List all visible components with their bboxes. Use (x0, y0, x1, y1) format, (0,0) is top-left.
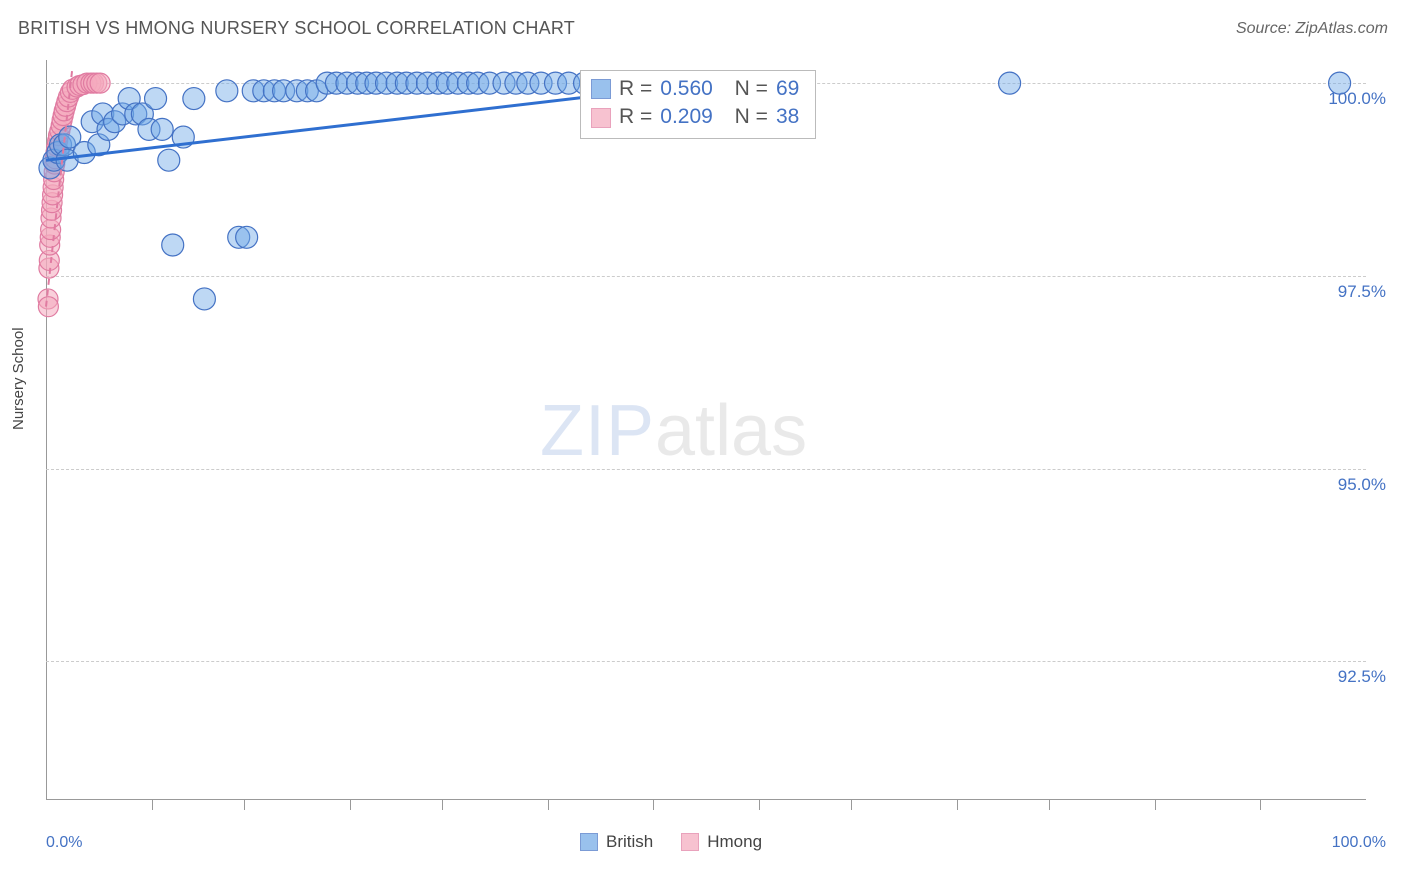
x-minor-tick (759, 800, 760, 810)
x-minor-tick (152, 800, 153, 810)
x-minor-tick (957, 800, 958, 810)
stat-r-hmong: 0.209 (660, 103, 713, 131)
x-minor-tick (1155, 800, 1156, 810)
x-minor-tick (653, 800, 654, 810)
data-point (90, 73, 110, 93)
x-minor-tick (1260, 800, 1261, 810)
x-minor-tick (442, 800, 443, 810)
x-minor-tick (350, 800, 351, 810)
data-point (151, 118, 173, 140)
chart-header: BRITISH VS HMONG NURSERY SCHOOL CORRELAT… (18, 18, 1388, 39)
data-point (193, 288, 215, 310)
stat-n-label: N = (735, 103, 768, 131)
x-tick-min: 0.0% (46, 834, 82, 852)
stat-n-hmong: 38 (776, 103, 799, 131)
x-tick-max: 100.0% (1332, 834, 1386, 852)
stat-n-british: 69 (776, 75, 799, 103)
legend-item-british: British (580, 832, 653, 852)
data-point (999, 72, 1021, 94)
data-point (145, 88, 167, 110)
data-point (158, 149, 180, 171)
x-minor-tick (548, 800, 549, 810)
stat-r-british: 0.560 (660, 75, 713, 103)
chart-title: BRITISH VS HMONG NURSERY SCHOOL CORRELAT… (18, 18, 575, 39)
stat-row-british: R = 0.560 N = 69 (591, 75, 799, 103)
legend-label-hmong: Hmong (707, 832, 762, 852)
x-minor-tick (244, 800, 245, 810)
y-axis-label: Nursery School (10, 327, 27, 430)
legend-label-british: British (606, 832, 653, 852)
data-point (216, 80, 238, 102)
data-point (38, 297, 58, 317)
stat-r-label: R = (619, 103, 652, 131)
stat-r-label: R = (619, 75, 652, 103)
data-point (1329, 72, 1351, 94)
legend-swatch-british (580, 833, 598, 851)
scatter-svg (46, 60, 1366, 800)
stat-row-hmong: R = 0.209 N = 38 (591, 103, 799, 131)
chart-source: Source: ZipAtlas.com (1236, 20, 1388, 38)
data-point (236, 226, 258, 248)
x-minor-tick (851, 800, 852, 810)
stat-n-label: N = (735, 75, 768, 103)
legend-item-hmong: Hmong (681, 832, 762, 852)
legend: British Hmong (580, 832, 762, 852)
swatch-british (591, 79, 611, 99)
legend-swatch-hmong (681, 833, 699, 851)
stat-box: R = 0.560 N = 69 R = 0.209 N = 38 (580, 70, 816, 139)
data-point (162, 234, 184, 256)
swatch-hmong (591, 108, 611, 128)
data-point (183, 88, 205, 110)
x-minor-tick (1049, 800, 1050, 810)
